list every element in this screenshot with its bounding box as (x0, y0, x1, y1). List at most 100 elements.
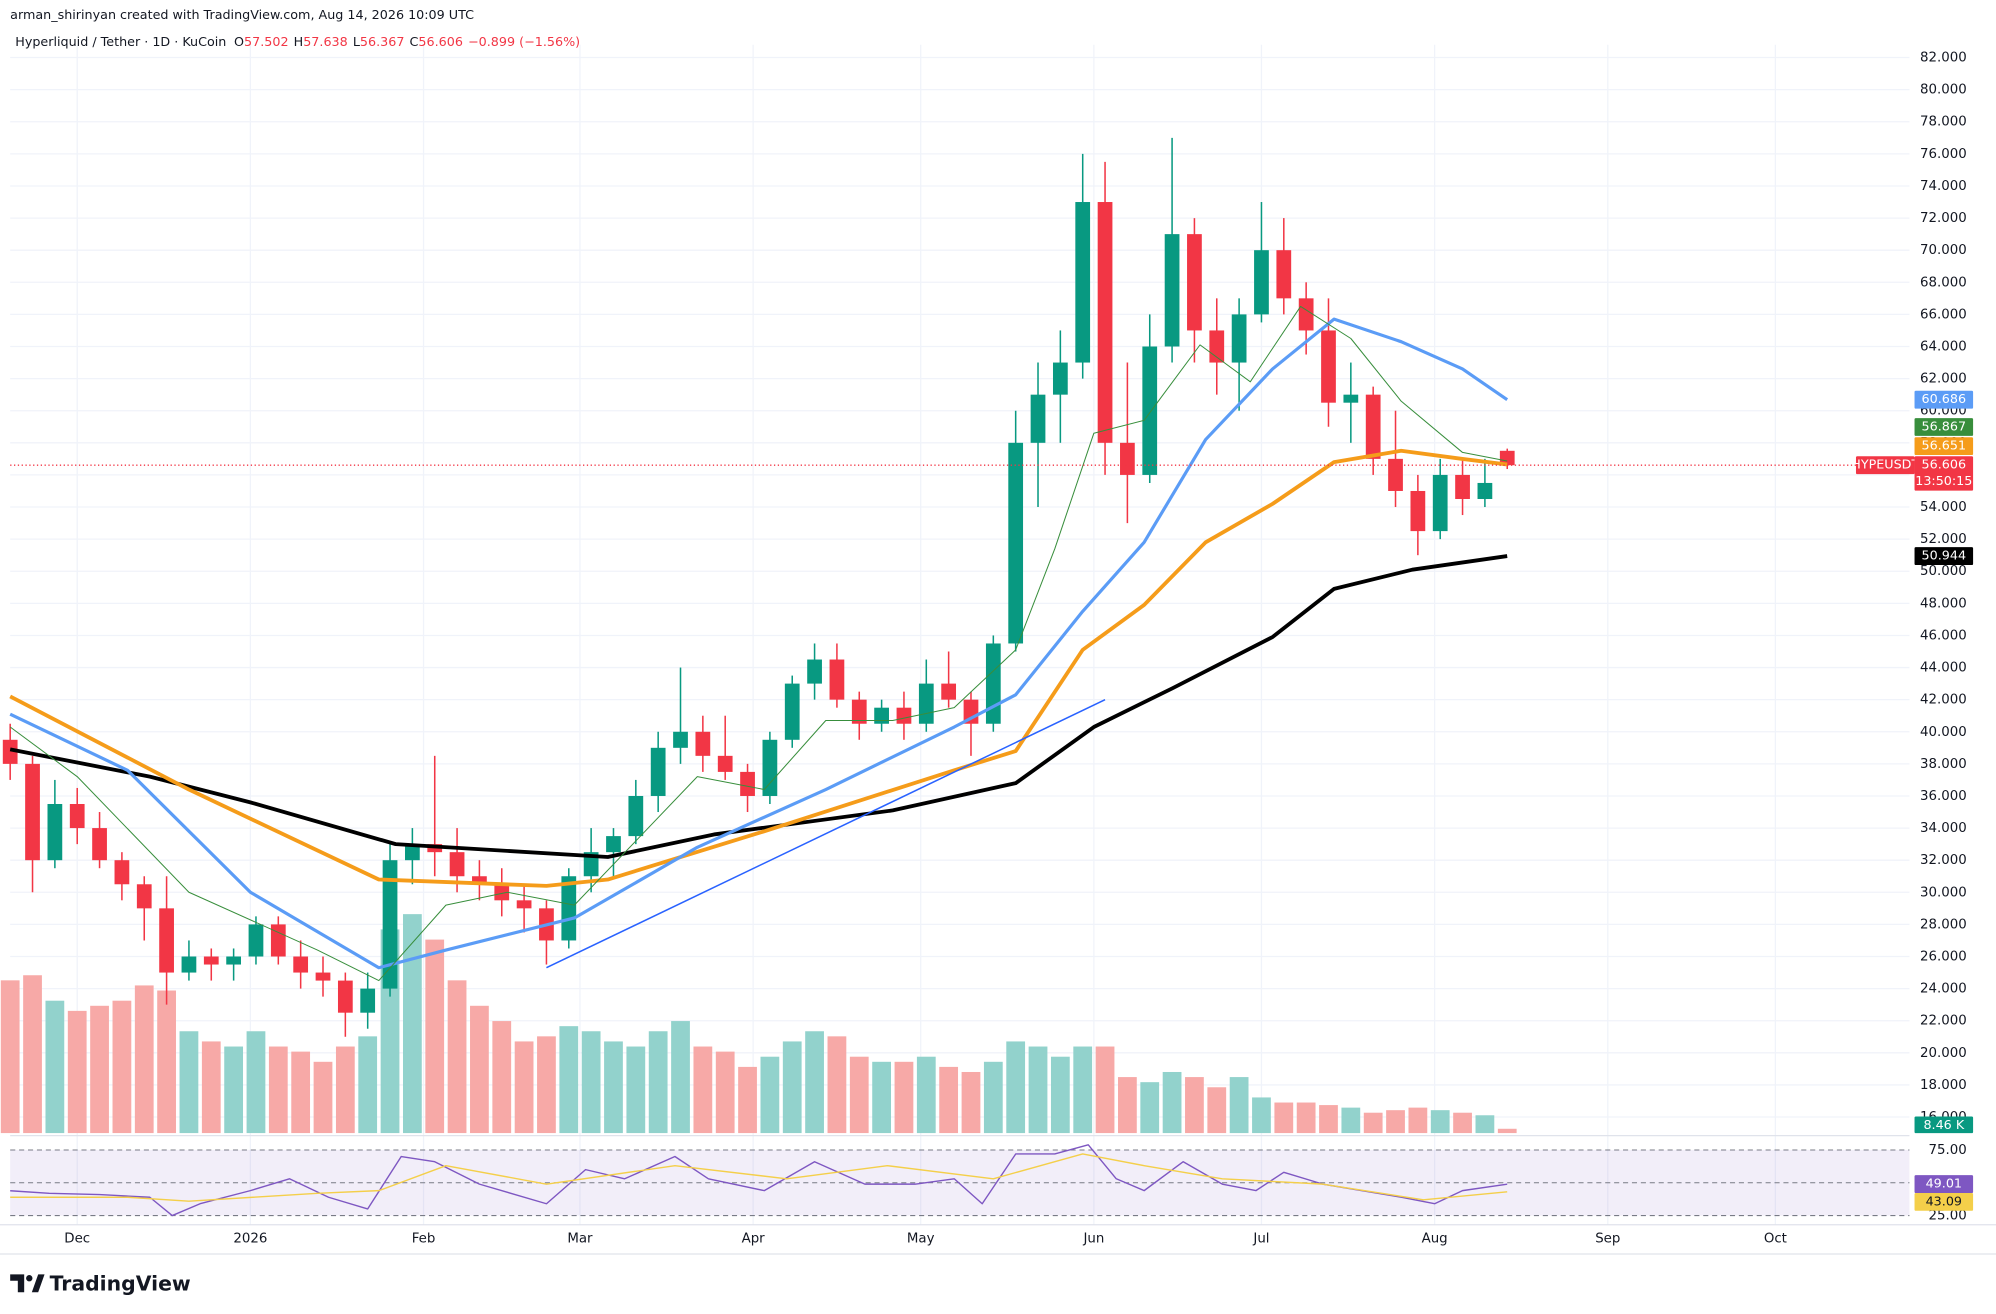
volume-bar (760, 1056, 780, 1134)
y-tick-label: 74.000 (1920, 179, 1967, 194)
candle-body (1276, 250, 1292, 299)
y-tick-label: 42.000 (1920, 693, 1967, 708)
volume-bar (648, 1031, 668, 1134)
x-tick-label: Apr (742, 1232, 766, 1247)
candle-body (1455, 474, 1470, 500)
candle-body (1365, 394, 1381, 459)
candle-body (136, 884, 152, 909)
y-tick-label: 78.000 (1920, 115, 1967, 130)
y-tick-label: 36.000 (1920, 789, 1967, 804)
volume-bar (1050, 1056, 1070, 1134)
ohlc-label: C (410, 34, 419, 49)
price-tag-bg (1914, 456, 1974, 491)
ma-tag: 50.944 (1922, 548, 1967, 563)
volume-bar (693, 1046, 713, 1134)
low-value: 56.367 (360, 34, 405, 49)
y-tick-label: 76.000 (1920, 147, 1967, 162)
candle-body (1254, 250, 1269, 315)
x-tick-label: 2026 (233, 1232, 267, 1247)
x-tick-label: May (907, 1232, 935, 1247)
candle-body (181, 956, 197, 973)
candle-body (1321, 330, 1336, 403)
volume-bar (358, 1036, 378, 1134)
volume-bar (961, 1071, 981, 1134)
moving-average (9, 554, 1508, 859)
volume-bar (1207, 1087, 1227, 1134)
candle-body (248, 924, 264, 957)
candle-body (315, 972, 331, 981)
volume-bar (1073, 1046, 1093, 1134)
volume-bar (1162, 1071, 1182, 1134)
y-tick-label: 38.000 (1920, 757, 1967, 772)
candle-body (25, 763, 40, 861)
volume-tag: 8.46 K (1923, 1117, 1964, 1132)
moving-average (9, 305, 1508, 982)
rsi-tag: 49.01 (1926, 1176, 1962, 1191)
x-tick-label: Sep (1595, 1232, 1620, 1247)
candle-body (985, 643, 1001, 724)
candle-body (673, 731, 688, 748)
y-tick-label: 40.000 (1920, 725, 1967, 740)
x-tick-label: Oct (1764, 1232, 1787, 1247)
volume-bar (313, 1061, 333, 1134)
volume-bar (1430, 1110, 1450, 1134)
ma-tag: 56.867 (1922, 419, 1967, 434)
y-tick-label: 22.000 (1920, 1014, 1967, 1029)
x-tick-label: Dec (64, 1232, 90, 1247)
candle-body (561, 876, 577, 941)
moving-average (9, 317, 1509, 970)
volume-bar (1408, 1107, 1428, 1134)
logo (10, 1274, 45, 1293)
volume-bar (246, 1031, 266, 1134)
candle-body (516, 900, 532, 909)
candle-body (405, 844, 420, 861)
volume-bar (939, 1066, 959, 1134)
candle-body (762, 739, 778, 796)
volume-bar (1006, 1041, 1026, 1134)
candle-body (829, 659, 845, 700)
volume-bar (470, 1005, 489, 1134)
y-tick-label: 82.000 (1920, 51, 1967, 66)
candle-body (1477, 482, 1493, 500)
y-tick-label: 70.000 (1920, 243, 1967, 258)
candle-body (695, 731, 711, 756)
volume-bar (983, 1061, 1003, 1134)
volume-bar (1229, 1077, 1249, 1134)
ohlc-label: L (353, 34, 361, 49)
volume-bar (45, 1000, 65, 1134)
y-tick-label: 66.000 (1920, 307, 1967, 322)
volume-bar (1497, 1128, 1517, 1134)
change: −0.899 (−1.56%) (468, 34, 580, 49)
volume-bar (179, 1031, 199, 1134)
y-tick-label: 34.000 (1920, 821, 1967, 836)
candle-body (1410, 490, 1426, 532)
candle-body (337, 980, 353, 1013)
rsi-tag-bg (1914, 1175, 1974, 1193)
candle-body (1231, 314, 1247, 363)
volume-bar (537, 1036, 556, 1134)
candle-body (1298, 298, 1314, 331)
candle-body (114, 860, 130, 885)
candle-body (851, 699, 867, 724)
price-tag: 56.606 (1922, 457, 1967, 472)
volume-bar (157, 990, 176, 1134)
candle-body (583, 852, 599, 877)
symbol: Hyperliquid / Tether · 1D · KuCoin (15, 34, 226, 49)
volume-bar (1274, 1102, 1294, 1134)
candle-body (1120, 442, 1135, 475)
candle-body (360, 988, 376, 1013)
y-tick-label: 28.000 (1920, 917, 1967, 932)
volume-bar (402, 914, 422, 1134)
ohlc-label: H (294, 34, 304, 49)
candle-body (92, 828, 107, 861)
volume-bar (849, 1056, 869, 1134)
volume-bar (559, 1026, 579, 1134)
volume-bar (1095, 1046, 1115, 1134)
volume-bar (1140, 1082, 1160, 1134)
y-tick-label: 32.000 (1920, 853, 1967, 868)
candle-body (226, 956, 241, 965)
rsi-line (10, 1153, 1508, 1202)
y-tick-label: 54.000 (1920, 500, 1967, 515)
candle-body (1097, 202, 1113, 443)
